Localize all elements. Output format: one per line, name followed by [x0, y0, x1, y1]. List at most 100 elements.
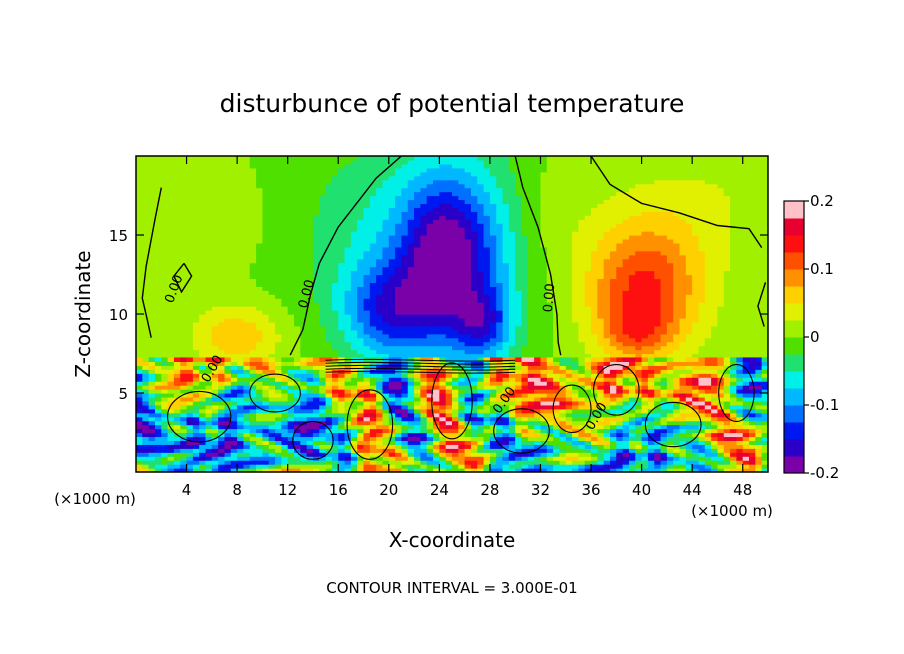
heat-cell — [294, 258, 301, 264]
heat-cell — [388, 314, 396, 319]
heat-cell — [338, 167, 346, 173]
heat-cell — [230, 298, 238, 303]
heat-cell — [641, 238, 649, 244]
heat-cell — [319, 203, 327, 208]
heat-cell — [363, 167, 371, 173]
heat-cell — [439, 223, 447, 228]
heat-cell — [344, 274, 352, 280]
heat-cell — [376, 254, 384, 260]
heat-cell — [553, 321, 561, 327]
heat-cell — [262, 183, 270, 189]
heat-cell — [173, 254, 181, 260]
heat-cell — [666, 333, 674, 339]
heat-cell — [527, 294, 535, 299]
heat-cell — [584, 211, 592, 216]
heat-cell — [553, 250, 561, 256]
heat-cell — [679, 274, 687, 280]
heat-cell — [553, 219, 561, 224]
heat-cell — [521, 250, 529, 256]
heat-cell — [515, 175, 523, 181]
heat-cell — [723, 270, 731, 276]
heat-cell — [281, 278, 289, 283]
heat-cell — [426, 183, 434, 189]
heat-cell — [325, 298, 333, 303]
heat-cell — [414, 219, 421, 224]
heat-cell — [679, 337, 687, 343]
heat-cell — [287, 290, 295, 295]
heat-cell — [319, 215, 327, 220]
heat-cell — [704, 227, 712, 232]
heat-cell — [546, 321, 554, 327]
heat-cell — [256, 207, 263, 212]
heat-cell — [470, 262, 478, 268]
heat-cell — [249, 246, 257, 252]
heat-cell — [433, 159, 440, 165]
heat-cell — [610, 167, 617, 173]
heat-cell — [426, 175, 434, 181]
heat-cell — [136, 302, 143, 307]
heat-cell — [192, 286, 200, 291]
heat-cell — [711, 175, 719, 181]
heat-cell — [736, 341, 744, 347]
heat-cell — [704, 203, 712, 208]
heat-cell — [237, 317, 245, 323]
heat-cell — [439, 333, 447, 339]
heat-cell — [230, 321, 238, 327]
heat-cell — [376, 321, 384, 327]
heat-cell — [369, 270, 377, 276]
heat-cell — [350, 238, 358, 244]
heat-cell — [414, 314, 421, 319]
heat-cell — [167, 159, 175, 165]
heat-cell — [312, 203, 320, 208]
heat-cell — [306, 278, 314, 283]
heat-cell — [597, 282, 605, 287]
heat-cell — [477, 345, 485, 351]
heat-cell — [344, 235, 352, 240]
heat-cell — [698, 215, 706, 220]
heat-cell — [218, 235, 226, 240]
heat-cell — [610, 345, 617, 351]
heat-cell — [249, 227, 257, 232]
heat-cell — [350, 314, 358, 319]
heat-cell — [603, 175, 611, 181]
heat-cell — [350, 179, 358, 185]
heat-cell — [199, 219, 207, 224]
heat-cell — [395, 337, 403, 343]
heat-cell — [154, 156, 162, 161]
heat-cell — [357, 254, 365, 260]
heat-cell — [483, 274, 491, 280]
heat-cell — [439, 314, 447, 319]
heat-cell — [666, 235, 674, 240]
heat-cell — [616, 302, 624, 307]
heat-cell — [508, 294, 516, 299]
heat-cell — [508, 278, 516, 283]
heat-cell — [578, 227, 586, 232]
heat-cell — [325, 183, 333, 189]
heat-cell — [597, 219, 605, 224]
heat-cell — [249, 274, 257, 280]
heat-cell — [237, 203, 245, 208]
heat-cell — [148, 278, 156, 283]
heat-cell — [597, 314, 605, 319]
heat-cell — [654, 270, 662, 276]
heat-cell — [641, 270, 649, 276]
heat-cell — [584, 290, 592, 295]
heat-cell — [452, 215, 459, 220]
heat-cell — [502, 274, 510, 280]
heat-cell — [218, 242, 226, 248]
heat-cell — [502, 317, 510, 323]
heat-cell — [199, 310, 207, 315]
heat-cell — [249, 337, 257, 343]
heat-cell — [666, 167, 674, 173]
heat-cell — [452, 266, 459, 272]
heat-cell — [489, 306, 497, 311]
heat-cell — [584, 227, 592, 232]
heat-cell — [142, 325, 150, 331]
heat-cell — [281, 195, 289, 201]
heat-cell — [319, 223, 327, 228]
heat-cell — [458, 250, 466, 256]
heat-cell — [736, 353, 744, 359]
heat-cell — [161, 195, 169, 201]
heat-cell — [578, 341, 586, 347]
heat-cell — [559, 294, 567, 299]
